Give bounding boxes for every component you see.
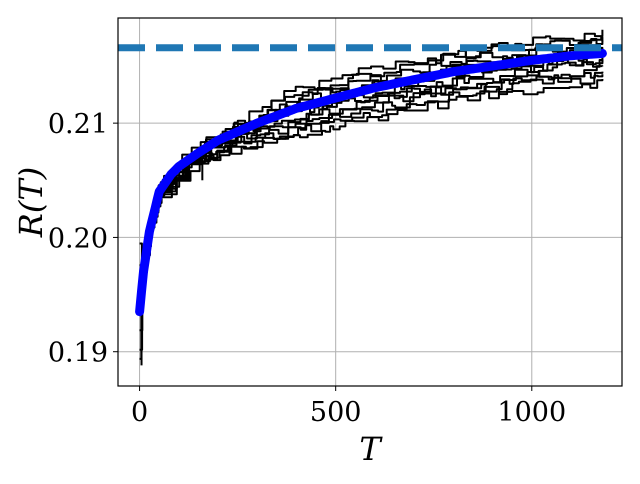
ticks-layer: 0 500 1000 0.19 0.20 0.21 — [48, 109, 566, 428]
y-tick-label: 0.19 — [48, 338, 108, 369]
mean-series-layer — [135, 48, 607, 317]
x-axis-label: T — [359, 430, 383, 468]
y-tick-label: 0.21 — [48, 109, 108, 140]
y-axis-label: R(T) — [12, 167, 50, 238]
x-tick-label: 0 — [131, 397, 148, 428]
y-tick-label: 0.20 — [48, 223, 108, 254]
sample-run-line — [139, 51, 604, 302]
x-tick-label: 500 — [310, 397, 362, 428]
x-tick-label: 1000 — [497, 397, 566, 428]
plot-frame — [117, 17, 623, 387]
mean-series-line — [135, 48, 607, 317]
